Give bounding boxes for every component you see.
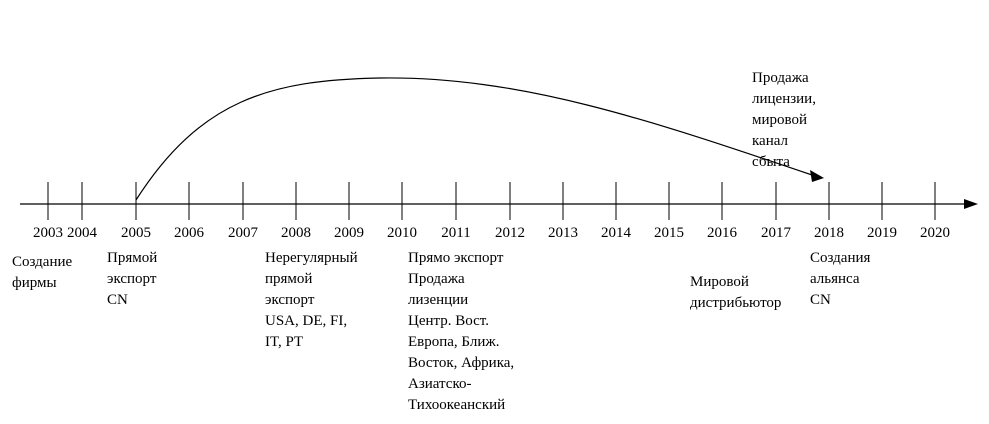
event-text: Создание <box>12 254 73 270</box>
event-text: USA, DE, FI, <box>265 313 347 329</box>
year-label: 2004 <box>67 225 98 241</box>
year-label: 2020 <box>920 225 950 241</box>
year-label: 2006 <box>174 225 205 241</box>
event-text: Восток, Африка, <box>408 355 514 371</box>
year-label: 2018 <box>814 225 844 241</box>
annotation-text: лицензии, <box>752 91 816 107</box>
year-label: 2009 <box>334 225 364 241</box>
year-label: 2007 <box>228 225 259 241</box>
annotation-text: канал <box>752 133 789 149</box>
event-text: Создания <box>810 250 871 266</box>
event-text: CN <box>810 292 831 308</box>
year-label: 2003 <box>33 225 63 241</box>
event-text: Нерегулярный <box>265 250 358 266</box>
year-label: 2011 <box>441 225 470 241</box>
event-text: лизенции <box>408 292 468 308</box>
event-text: Мировой <box>690 274 749 290</box>
event-text: Продажа <box>408 271 465 287</box>
event-text: дистрибьютор <box>690 295 781 311</box>
event-text: CN <box>107 292 128 308</box>
event-text: Тихоокеанский <box>408 397 505 413</box>
annotation-text: Продажа <box>752 70 809 86</box>
year-label: 2010 <box>387 225 417 241</box>
year-label: 2013 <box>548 225 578 241</box>
event-text: Центр. Вост. <box>408 313 489 329</box>
event-text: альянса <box>810 271 860 287</box>
event-text: Прямо экспорт <box>408 250 504 266</box>
event-text: фирмы <box>12 275 57 291</box>
annotation-text: сбыта <box>752 154 790 170</box>
event-text: Азиатско- <box>408 376 471 392</box>
year-label: 2014 <box>601 225 632 241</box>
year-label: 2012 <box>495 225 525 241</box>
axis-arrow <box>964 199 978 209</box>
event-text: экспорт <box>107 271 157 287</box>
event-text: экспорт <box>265 292 315 308</box>
event-text: IT, PT <box>265 334 303 350</box>
annotation-text: мировой <box>752 112 807 128</box>
year-label: 2008 <box>281 225 311 241</box>
curve-arrow-head <box>810 170 824 182</box>
year-label: 2017 <box>761 225 792 241</box>
year-label: 2015 <box>654 225 684 241</box>
event-text: прямой <box>265 271 312 287</box>
event-text: Европа, Ближ. <box>408 334 499 350</box>
year-label: 2019 <box>867 225 897 241</box>
curve-arrow <box>135 77 816 201</box>
year-label: 2005 <box>121 225 151 241</box>
event-text: Прямой <box>107 250 157 266</box>
year-label: 2016 <box>707 225 738 241</box>
